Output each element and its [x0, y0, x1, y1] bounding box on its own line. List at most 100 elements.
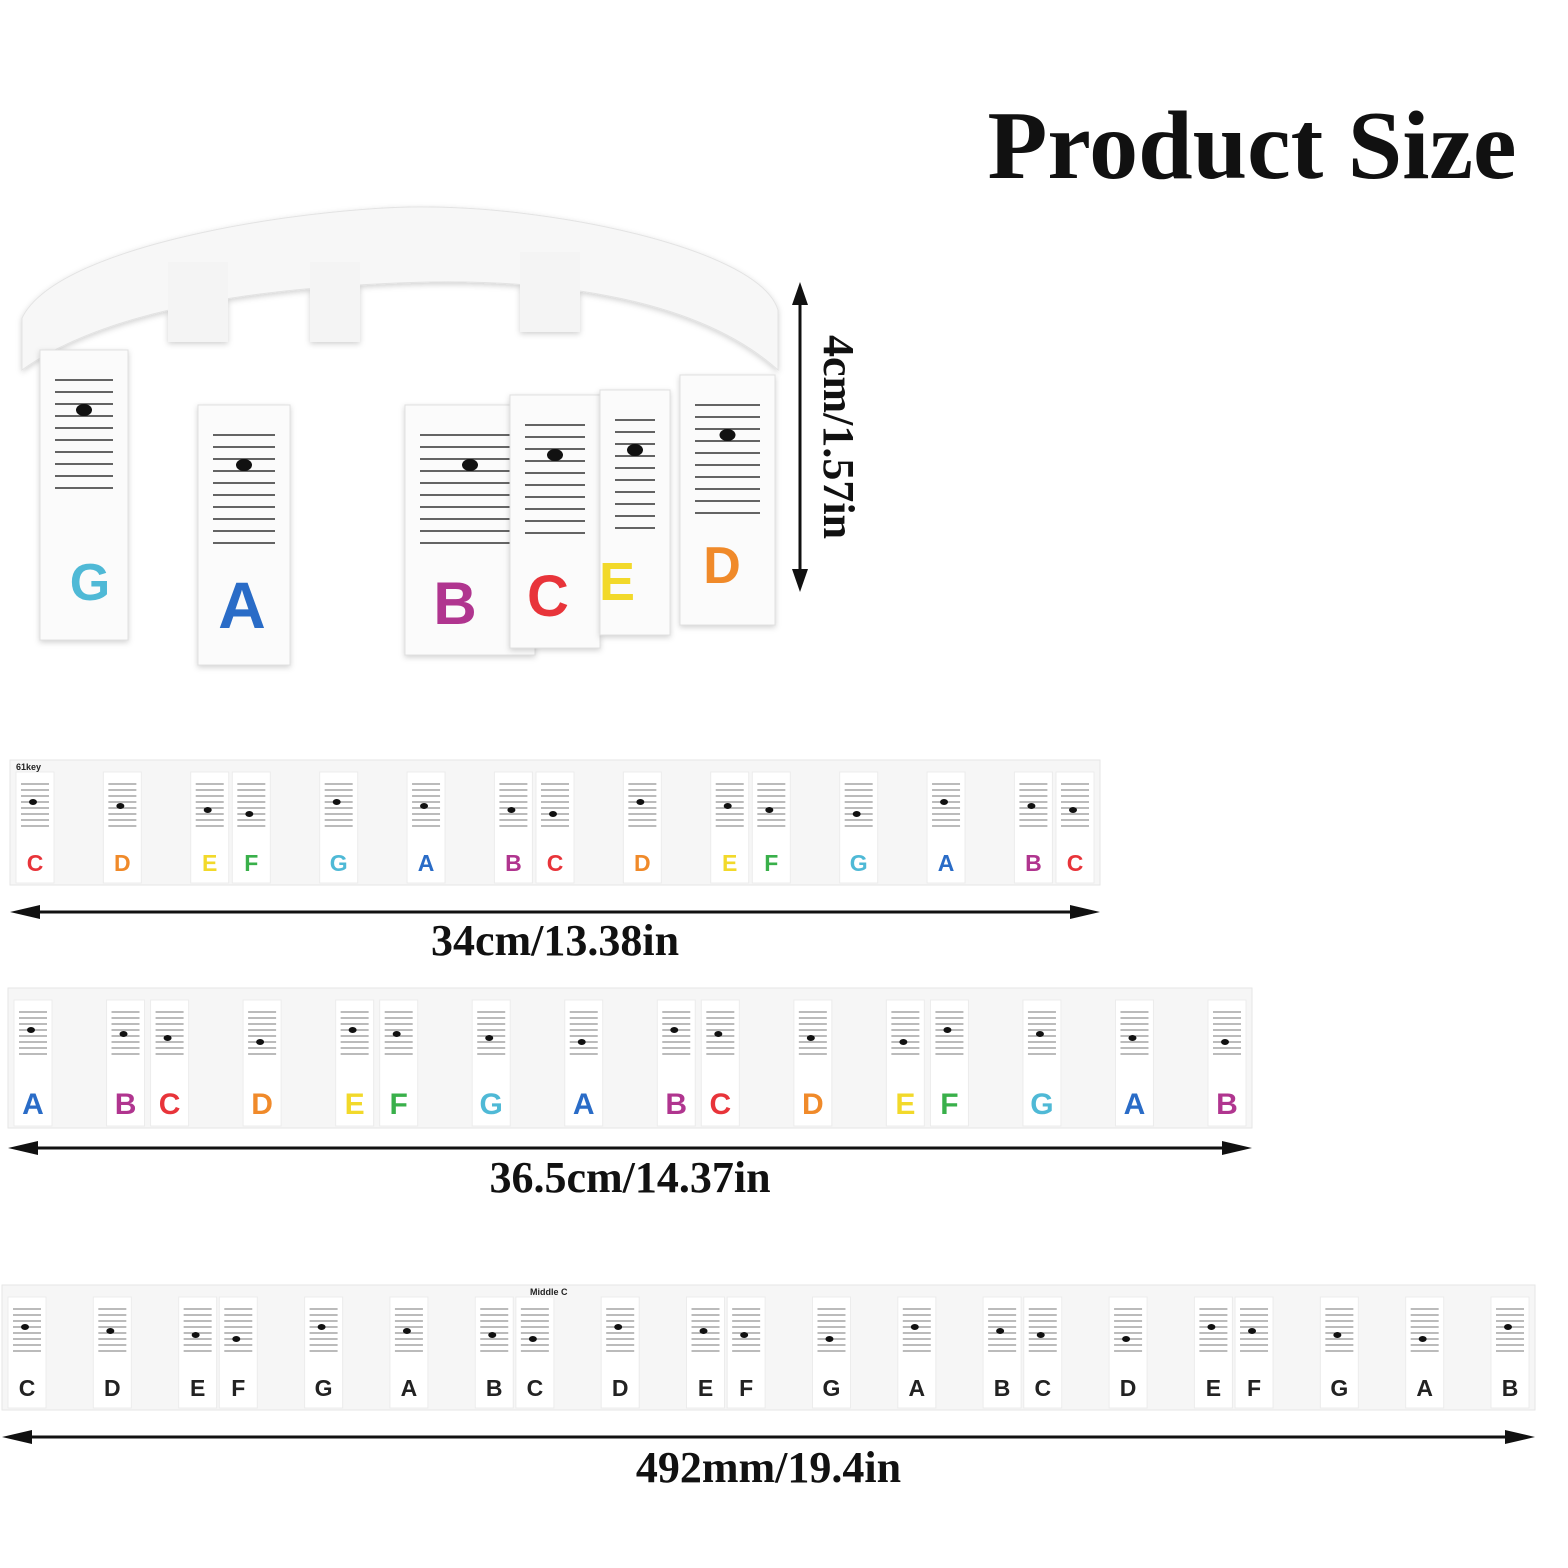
key: [700, 999, 740, 1127]
length-label: 36.5cm/14.37in: [489, 1153, 770, 1202]
key-letter: B: [486, 1375, 503, 1401]
note-head: [256, 1039, 265, 1045]
key-letter: F: [244, 850, 258, 876]
key-letter: C: [709, 1088, 731, 1121]
note-head: [765, 807, 774, 813]
band-key-letter: A: [218, 568, 266, 642]
note-head: [420, 803, 429, 809]
note-head: [106, 1328, 115, 1334]
note-head: [627, 444, 643, 456]
key-letter: F: [1247, 1375, 1261, 1401]
key: [656, 999, 696, 1127]
note-head: [507, 807, 516, 813]
key-letter: E: [1206, 1375, 1221, 1401]
note-head: [236, 459, 252, 471]
arrow-head: [1505, 1430, 1535, 1444]
arrow-head: [10, 905, 40, 919]
key-letter: A: [22, 1088, 44, 1121]
note-head: [852, 811, 861, 817]
note-head: [528, 1336, 537, 1342]
key-letter: G: [823, 1375, 841, 1401]
key-letter: G: [1330, 1375, 1348, 1401]
key: [1114, 999, 1154, 1127]
band-key-letter: B: [433, 570, 476, 637]
height-arrow: [792, 282, 808, 592]
key: [13, 999, 53, 1127]
note-head: [940, 799, 949, 805]
arrow-head: [1070, 905, 1100, 919]
key-letter: F: [231, 1375, 245, 1401]
note-head: [191, 1332, 200, 1338]
note-head: [910, 1324, 919, 1330]
band-key-letter: C: [527, 564, 569, 629]
note-head: [1418, 1336, 1427, 1342]
band: [21, 206, 779, 372]
key-letter: E: [202, 850, 217, 876]
key-letter: D: [802, 1088, 824, 1121]
key: [1022, 999, 1062, 1127]
key-letter: B: [1025, 850, 1042, 876]
strip-caption: 61key: [16, 762, 41, 772]
key-letter: D: [612, 1375, 629, 1401]
key-letter: B: [115, 1088, 137, 1121]
key-letter: D: [251, 1088, 273, 1121]
note-head: [27, 1027, 35, 1033]
arrow-head: [2, 1430, 32, 1444]
key-letter: B: [1502, 1375, 1519, 1401]
note-head: [1333, 1332, 1342, 1338]
band-key-letter: D: [703, 537, 741, 595]
key-letter: F: [764, 850, 778, 876]
note-head: [806, 1035, 815, 1041]
key: [379, 999, 419, 1127]
note-head: [943, 1027, 952, 1033]
key: [564, 999, 604, 1127]
note-head: [636, 799, 645, 805]
note-head: [348, 1027, 357, 1033]
note-head: [1036, 1332, 1045, 1338]
key-letter: C: [19, 1375, 36, 1401]
length-label: 492mm/19.4in: [636, 1443, 901, 1492]
key-letter: A: [908, 1375, 925, 1401]
key: [150, 999, 190, 1127]
note-head: [1504, 1324, 1512, 1330]
key-letter: B: [1216, 1088, 1238, 1121]
note-head: [614, 1324, 623, 1330]
key-letter: D: [1120, 1375, 1137, 1401]
key: [793, 999, 833, 1127]
key: [335, 999, 375, 1127]
key-letter: B: [505, 850, 522, 876]
band-key-letter: G: [70, 554, 110, 612]
key-letter: E: [345, 1088, 365, 1121]
note-head: [1027, 803, 1036, 809]
key: [106, 999, 146, 1127]
key-letter: G: [850, 850, 868, 876]
note-head: [899, 1039, 908, 1045]
note-head: [119, 1031, 128, 1037]
note-head: [29, 799, 37, 805]
key-letter: E: [698, 1375, 713, 1401]
note-head: [76, 404, 92, 416]
key-letter: F: [390, 1088, 408, 1121]
note-head: [740, 1332, 749, 1338]
key: [885, 999, 925, 1127]
key: [471, 999, 511, 1127]
key-letter: G: [330, 850, 348, 876]
key-letter: A: [1416, 1375, 1433, 1401]
note-head: [996, 1328, 1005, 1334]
band-key: [197, 404, 291, 666]
note-head: [549, 811, 557, 817]
strip-caption: Middle C: [530, 1287, 568, 1297]
note-head: [232, 1336, 241, 1342]
note-head: [1035, 1031, 1044, 1037]
note-head: [1248, 1328, 1257, 1334]
key-letter: A: [573, 1088, 595, 1121]
note-head: [577, 1039, 586, 1045]
key-letter: C: [547, 850, 564, 876]
key-letter: D: [104, 1375, 121, 1401]
note-head: [547, 449, 563, 461]
key-letter: E: [895, 1088, 915, 1121]
note-head: [699, 1328, 708, 1334]
key: [929, 999, 969, 1127]
note-head: [21, 1324, 29, 1330]
